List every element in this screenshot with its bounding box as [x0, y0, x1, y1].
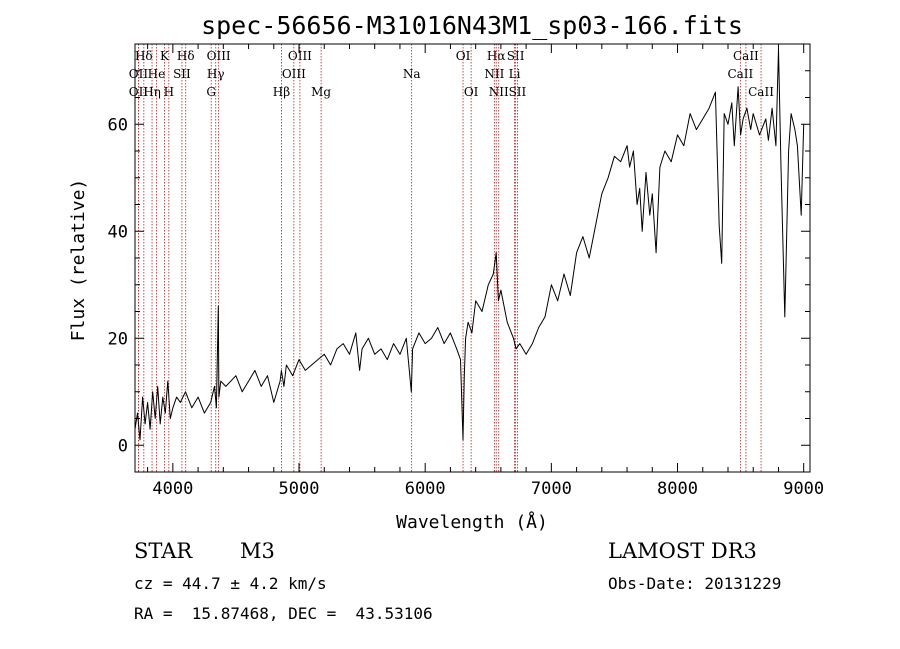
y-axis-label: Flux (relative): [68, 179, 89, 342]
flux-series: [134, 48, 805, 441]
y-tick-label: 0: [118, 436, 128, 456]
y-tick-label: 20: [108, 329, 128, 349]
emission-line-label: Na: [403, 67, 421, 81]
emission-line-label: OIII: [207, 49, 231, 63]
plot-axes: 4000 5000 6000 7000 8000 9000 0 20 40 60: [108, 43, 824, 499]
emission-line-label: SII: [509, 85, 527, 99]
y-tick-label: 40: [108, 222, 128, 242]
emission-line-label: Hδ: [135, 49, 153, 63]
emission-line-label: Hα: [487, 49, 506, 63]
x-tick-label: 5000: [279, 479, 320, 499]
observation-date: Obs-Date: 20131229: [608, 574, 782, 593]
emission-line-label: OI: [464, 85, 479, 99]
emission-line-label: H: [164, 85, 174, 99]
redshift-readout: cz = 44.7 ± 4.2 km/s: [134, 574, 327, 593]
emission-line-label: Hη: [143, 85, 161, 99]
object-class: STAR: [134, 539, 193, 563]
emission-line-label: G: [206, 85, 216, 99]
emission-line-label: Li: [509, 67, 521, 81]
emission-line-label: NII: [484, 67, 504, 81]
flux-line: [134, 48, 805, 441]
emission-line-label: Hδ: [177, 49, 195, 63]
y-tick-label: 60: [108, 115, 128, 135]
emission-line-label: OI: [456, 49, 471, 63]
survey-name: LAMOST DR3: [608, 539, 757, 563]
x-tick-label: 7000: [531, 479, 572, 499]
emission-line-label: K: [160, 49, 170, 63]
object-subclass: M3: [240, 539, 275, 563]
emission-line-label: OII: [129, 85, 149, 99]
emission-line-label: CaII: [727, 67, 753, 81]
emission-line-label: OIII: [288, 49, 312, 63]
emission-line-label: CaII: [733, 49, 759, 63]
x-tick-label: 6000: [405, 479, 446, 499]
x-tick-label: 9000: [783, 479, 824, 499]
chart-title: spec-56656-M31016N43M1_sp03-166.fits: [201, 11, 743, 40]
coordinates-readout: RA = 15.87468, DEC = 43.53106: [134, 604, 433, 623]
emission-line-label: Hγ: [207, 67, 225, 81]
emission-line-label: Mg: [311, 85, 331, 99]
x-axis-label: Wavelength (Å): [396, 511, 548, 533]
x-tick-label: 4000: [152, 479, 193, 499]
emission-line-label: OIII: [282, 67, 306, 81]
emission-line-label: CaII: [748, 85, 774, 99]
emission-line-label: He: [148, 67, 166, 81]
emission-line-label: Hβ: [273, 85, 290, 99]
emission-line-label: SII: [173, 67, 191, 81]
x-tick-label: 8000: [657, 479, 698, 499]
emission-line-label: SII: [507, 49, 525, 63]
emission-line-label: NII: [489, 85, 509, 99]
